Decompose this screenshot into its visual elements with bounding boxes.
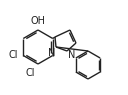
Text: OH: OH <box>30 17 45 27</box>
Text: Cl: Cl <box>9 49 18 59</box>
Text: N: N <box>48 48 55 58</box>
Text: N: N <box>68 50 75 60</box>
Text: Cl: Cl <box>25 68 35 78</box>
